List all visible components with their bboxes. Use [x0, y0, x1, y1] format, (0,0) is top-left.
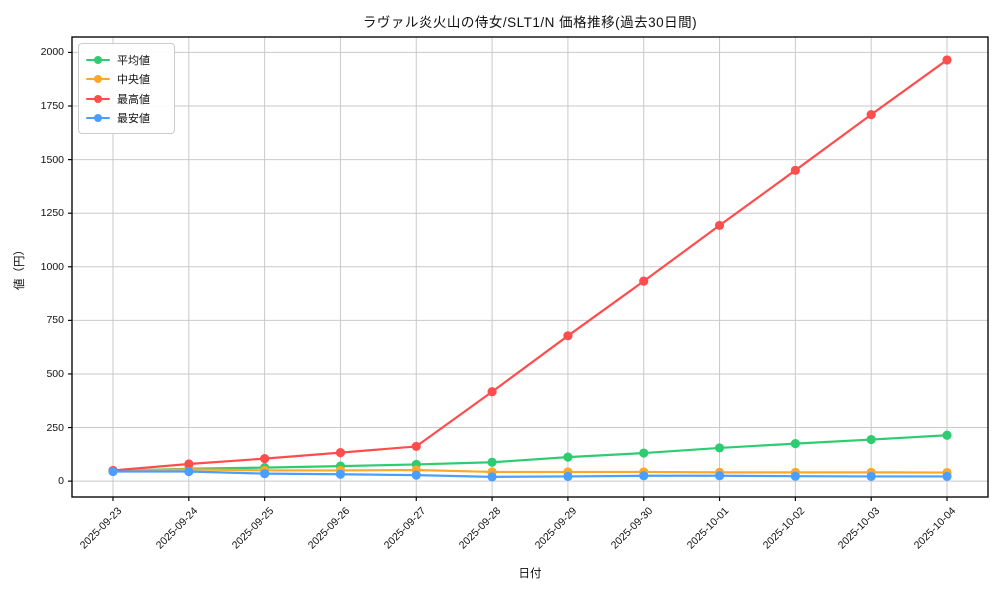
data-point-marker: [639, 471, 649, 481]
y-tick-label: 1000: [40, 260, 64, 273]
x-axis-label: 日付: [518, 568, 542, 580]
y-tick-label: 1750: [40, 100, 64, 113]
data-point-marker: [108, 466, 118, 477]
data-point-marker: [942, 55, 952, 65]
series-line: [111, 58, 949, 472]
data-point-marker: [184, 459, 194, 469]
data-point-marker: [866, 109, 876, 120]
data-point-marker: [942, 430, 952, 440]
data-point-marker: [563, 331, 573, 341]
data-point-marker: [942, 471, 952, 482]
legend-line-marker-icon: [86, 114, 110, 123]
legend-line-marker-icon: [86, 75, 110, 84]
data-point-marker: [866, 434, 876, 445]
legend-item: 中央値: [86, 70, 165, 90]
data-point-marker: [639, 448, 649, 458]
data-point-marker: [184, 466, 194, 477]
data-point-marker: [335, 448, 346, 458]
data-point-marker: [790, 439, 800, 449]
data-point-marker: [335, 469, 346, 479]
y-tick-label: 1500: [40, 153, 64, 166]
data-point-marker: [790, 471, 800, 481]
data-point-marker: [411, 470, 421, 480]
data-point-marker: [487, 457, 497, 467]
series-line: [111, 468, 949, 474]
y-tick-label: 1250: [40, 207, 64, 220]
legend-label: 最高値: [117, 93, 150, 106]
data-point-marker: [639, 276, 649, 286]
series-line: [111, 470, 949, 478]
legend-item: 平均値: [86, 50, 165, 70]
data-point-marker: [260, 454, 270, 464]
data-point-marker: [487, 472, 497, 482]
legend-label: 中央値: [117, 74, 150, 87]
data-point-marker: [487, 387, 497, 397]
data-point-marker: [260, 469, 270, 479]
legend-label: 平均値: [117, 54, 150, 67]
y-tick-label: 2000: [40, 46, 64, 59]
data-point-marker: [714, 471, 725, 481]
y-tick-label: 250: [46, 421, 64, 434]
legend-line-marker-icon: [86, 94, 110, 103]
data-point-marker: [790, 165, 800, 175]
y-tick-label: 500: [46, 367, 64, 380]
y-tick-label: 750: [46, 314, 64, 327]
legend-item: 最安値: [86, 109, 165, 129]
y-tick-label: 0: [58, 475, 64, 488]
chart-title: ラヴァル炎火山の侍女/SLT1/N 価格推移(過去30日間): [362, 15, 698, 30]
legend-line-marker-icon: [86, 55, 110, 64]
data-point-marker: [411, 441, 421, 452]
legend-label: 最安値: [117, 113, 150, 126]
data-point-marker: [714, 443, 725, 453]
data-point-marker: [714, 220, 725, 231]
legend-item: 最高値: [86, 89, 165, 109]
data-point-marker: [866, 471, 876, 482]
series-line: [111, 434, 949, 472]
data-point-marker: [563, 452, 573, 462]
data-point-marker: [563, 471, 573, 482]
legend: 平均値中央値最高値最安値: [78, 43, 175, 134]
plot-border: [71, 36, 989, 498]
